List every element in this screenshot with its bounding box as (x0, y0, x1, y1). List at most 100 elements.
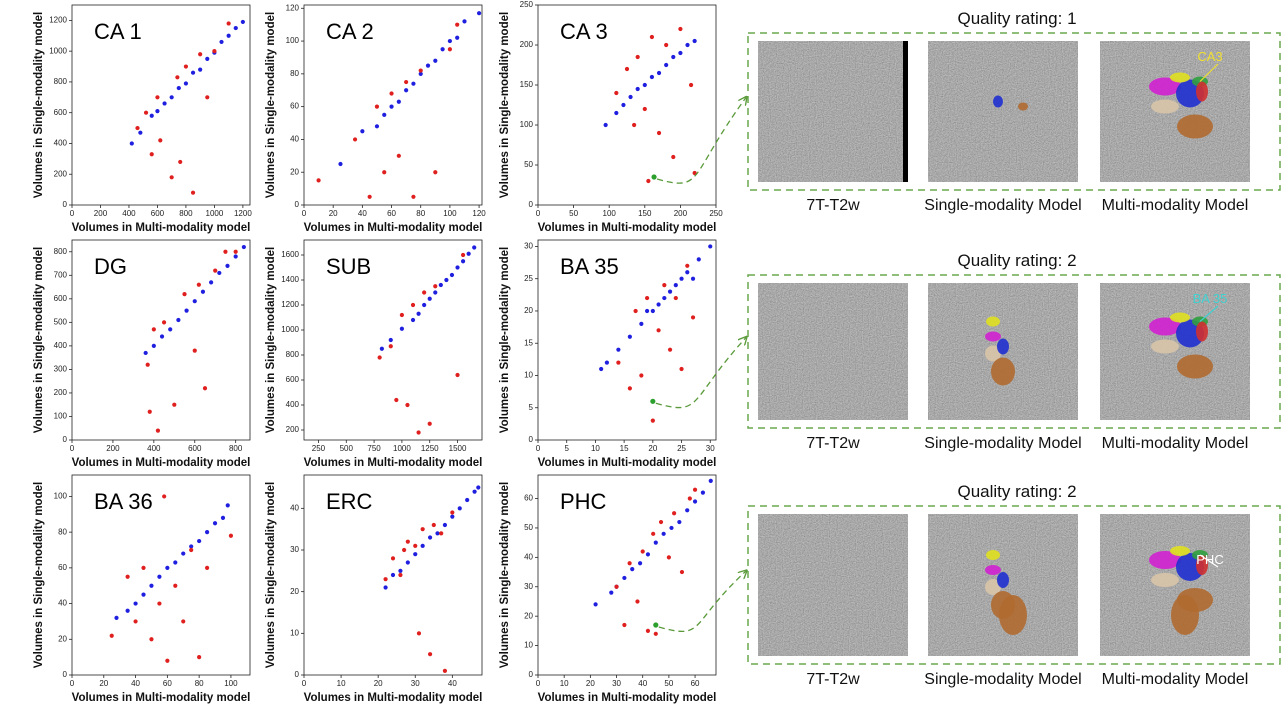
scatter-point (159, 334, 165, 339)
scatter-point (614, 90, 619, 96)
scatter-point (666, 555, 671, 560)
scatter-point (205, 56, 210, 61)
scatter-point (656, 70, 662, 76)
y-tick-label: 1000 (281, 325, 299, 334)
scatter-point (410, 302, 416, 308)
scatter-point (687, 496, 692, 501)
scatter-point (679, 366, 684, 372)
y-tick-label: 1400 (281, 275, 299, 284)
scatter-point (316, 178, 321, 183)
image-edge (903, 41, 908, 182)
segmentation (986, 316, 1000, 327)
mri-image (1100, 514, 1250, 656)
x-tick-label: 15 (620, 444, 629, 453)
y-tick-label: 400 (54, 341, 68, 350)
scatter-point (352, 137, 358, 142)
scatter-point (176, 317, 181, 323)
scatter-point (651, 174, 657, 180)
scatter-point (420, 543, 425, 548)
segmentation (1171, 595, 1199, 635)
scatter-point (692, 499, 698, 504)
scatter-point (465, 497, 470, 503)
scatter-point (418, 68, 423, 73)
scatter-point (422, 302, 427, 308)
scatter-point (209, 280, 214, 285)
y-tick-label: 0 (529, 435, 534, 444)
scatter-point (690, 315, 696, 320)
scatter-point (192, 348, 197, 353)
scatter-point (633, 308, 638, 314)
scatter-point (635, 599, 640, 604)
scatter-point (190, 70, 196, 75)
scatter-point (604, 360, 610, 365)
y-axis-label: Volumes in Single-modality model (33, 247, 45, 433)
scatter-point (413, 552, 418, 557)
y-tick-label: 30 (524, 242, 533, 251)
scatter-point (656, 130, 662, 136)
scatter-point (411, 194, 416, 199)
scatter-point (226, 21, 231, 26)
panel-caption: 7T-T2w (806, 671, 860, 688)
x-tick-label: 500 (340, 444, 354, 453)
y-tick-label: 200 (286, 425, 300, 434)
scatter-point (677, 519, 682, 525)
link-arrow (658, 571, 746, 633)
scatter-point (219, 39, 224, 45)
scatter-point (621, 102, 626, 108)
y-tick-label: 150 (520, 80, 534, 89)
scatter-point (460, 259, 466, 264)
scatter-point (447, 47, 453, 52)
y-tick-label: 40 (524, 552, 533, 561)
scatter-point (425, 63, 431, 68)
scatter-point (183, 64, 189, 69)
scatter-point (197, 538, 202, 544)
scatter-point (658, 519, 664, 525)
annotation: PHC (1196, 552, 1223, 567)
x-tick-label: 400 (122, 209, 136, 218)
scatter-point (396, 99, 401, 104)
plot-frame (537, 4, 717, 206)
scatter-point (223, 249, 228, 254)
x-tick-label: 120 (472, 209, 486, 218)
y-tick-label: 15 (524, 338, 533, 347)
y-tick-label: 600 (286, 375, 300, 384)
scatter-point (396, 153, 401, 158)
scatter-point (398, 568, 403, 573)
x-tick-label: 50 (569, 209, 578, 218)
x-tick-label: 0 (302, 209, 307, 218)
segmentation (997, 338, 1009, 355)
y-axis-label: Volumes in Single-modality model (499, 12, 511, 198)
scatter-point (173, 583, 178, 588)
scatter-point (440, 47, 445, 52)
scatter-point (462, 19, 467, 24)
scatter-point (228, 533, 234, 538)
scatter-point (669, 525, 674, 531)
x-tick-label: 0 (302, 679, 307, 688)
panel-caption: Multi-modality Model (1102, 435, 1249, 452)
scatter-point (427, 535, 433, 540)
x-tick-label: 400 (147, 444, 161, 453)
y-tick-label: 120 (286, 3, 300, 12)
scatter-point (656, 328, 661, 333)
scatter-point (382, 170, 387, 175)
segmentation (1018, 102, 1028, 111)
scatter-point (379, 346, 384, 351)
scatter-point (444, 277, 449, 283)
scatter-point (184, 308, 189, 313)
y-axis-label: Volumes in Single-modality model (33, 12, 45, 198)
mri-image (758, 283, 908, 420)
x-tick-label: 600 (188, 444, 202, 453)
y-axis-label: Volumes in Single-modality model (499, 247, 511, 433)
y-tick-label: 80 (58, 527, 67, 536)
scatter-point (455, 22, 460, 27)
scatter-point (388, 344, 393, 349)
scatter-point (133, 601, 138, 606)
scatter-point (627, 334, 632, 339)
scatter-point (644, 308, 650, 314)
x-tick-label: 80 (195, 679, 204, 688)
scatter-point (197, 655, 202, 660)
scatter-point (165, 658, 170, 663)
scatter-point (433, 58, 438, 63)
y-tick-label: 80 (290, 69, 299, 78)
